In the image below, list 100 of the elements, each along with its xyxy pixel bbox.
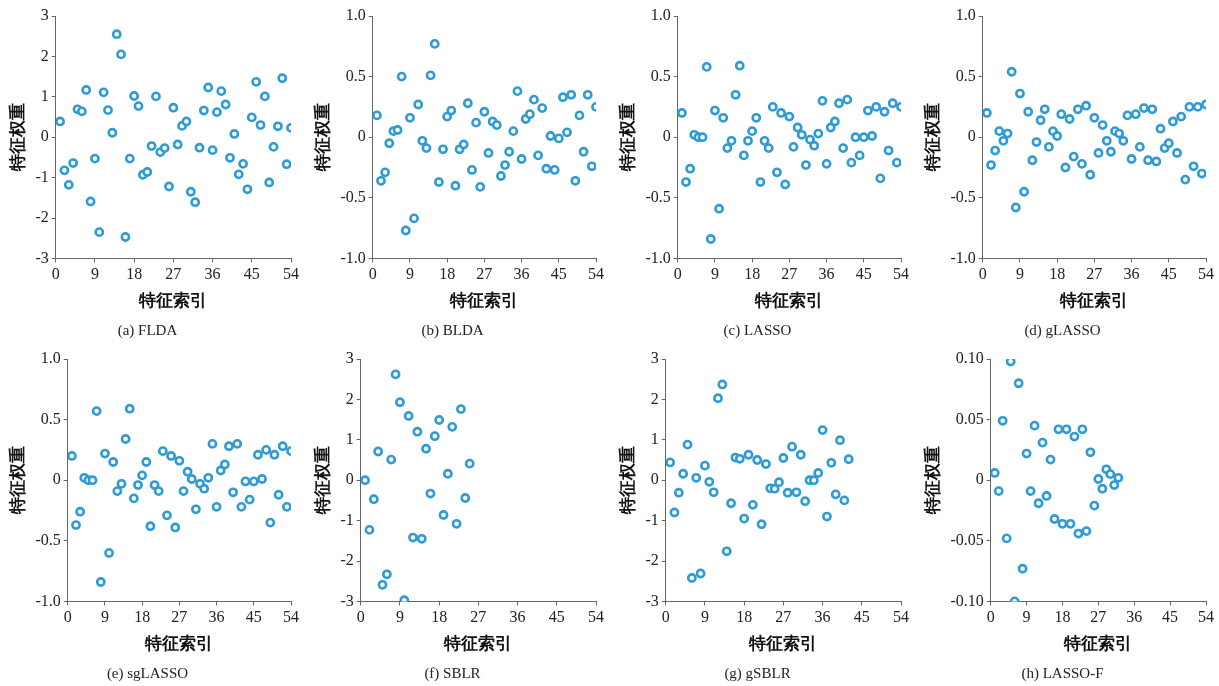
point: [1006, 66, 1017, 77]
point: [94, 227, 105, 238]
point: [1041, 491, 1052, 501]
point: [574, 110, 585, 121]
point: [145, 521, 156, 532]
point: [524, 109, 535, 120]
point: [533, 150, 544, 161]
x-tick-label: 27: [171, 608, 188, 626]
point: [416, 533, 427, 544]
point: [867, 131, 877, 141]
x-tick-label: 9: [1015, 265, 1024, 283]
point: [229, 129, 240, 139]
point: [203, 82, 214, 93]
point: [264, 177, 275, 188]
point: [166, 451, 176, 461]
y-tick-label: 1.0: [955, 6, 976, 24]
point: [413, 99, 424, 110]
point: [396, 71, 407, 82]
point: [376, 175, 386, 186]
x-tick-label: 18: [431, 608, 448, 626]
point: [251, 76, 262, 87]
y-axis-title: 特征权重: [312, 103, 332, 173]
point: [168, 102, 179, 113]
point: [704, 476, 715, 487]
point: [225, 152, 235, 163]
y-tick-label: -0.5: [950, 188, 976, 205]
y-axis-title: 特征权重: [922, 103, 942, 173]
point: [826, 457, 837, 468]
point: [697, 132, 708, 143]
x-tick-label: 18: [439, 265, 456, 283]
y-tick-label: -3: [35, 248, 49, 266]
point: [562, 127, 572, 138]
point: [549, 165, 560, 175]
x-tick-label: 54: [893, 265, 909, 283]
point: [182, 466, 193, 477]
point: [665, 457, 675, 468]
point: [236, 501, 247, 512]
point: [181, 116, 192, 127]
x-tick-label: 36: [814, 608, 831, 626]
x-tick-label: 54: [588, 608, 604, 626]
point: [408, 532, 418, 543]
point: [55, 116, 65, 127]
point: [462, 98, 473, 109]
point: [178, 486, 189, 497]
point: [228, 487, 239, 498]
x-tick-label: 27: [470, 608, 487, 626]
point: [429, 431, 440, 442]
point: [710, 105, 720, 116]
point: [990, 145, 1001, 156]
point: [1180, 174, 1191, 185]
y-axis-title: 特征权重: [922, 446, 942, 516]
x-tick-label: 36: [1126, 608, 1143, 626]
y-tick-label: 3: [345, 349, 354, 367]
point: [421, 143, 432, 154]
x-axis-title: 特征索引: [1059, 291, 1129, 311]
point: [456, 404, 466, 414]
point: [1172, 148, 1182, 158]
y-tick-label: 0: [975, 470, 984, 488]
point: [412, 426, 423, 437]
point: [95, 577, 106, 587]
point: [829, 116, 840, 127]
point: [743, 449, 754, 460]
point: [87, 475, 98, 486]
x-tick-label: 45: [548, 608, 565, 626]
x-axis-title: 特征索引: [748, 634, 818, 654]
point: [85, 196, 96, 207]
point: [863, 105, 873, 116]
point: [1106, 146, 1116, 157]
point: [133, 480, 143, 490]
y-tick-label: 2: [345, 389, 354, 407]
point: [722, 143, 733, 154]
point: [142, 167, 153, 177]
point: [1109, 480, 1120, 490]
point: [174, 455, 185, 466]
point: [1114, 128, 1125, 139]
x-axis-title: 特征索引: [754, 291, 824, 311]
point: [721, 546, 732, 557]
point: [191, 504, 201, 515]
point: [1045, 454, 1056, 465]
point: [253, 449, 263, 460]
x-tick-label: 9: [100, 608, 109, 626]
point: [842, 94, 853, 105]
point: [994, 126, 1005, 137]
point: [1025, 486, 1036, 497]
point: [817, 95, 828, 106]
point: [116, 49, 126, 60]
point: [447, 421, 458, 432]
point: [381, 569, 392, 580]
point: [891, 157, 901, 168]
point: [705, 234, 716, 244]
point: [63, 179, 74, 190]
point: [1085, 447, 1096, 458]
text: (d) gLASSO: [1024, 321, 1101, 339]
point: [120, 232, 131, 242]
y-tick-label: 0.05: [955, 409, 984, 427]
point: [700, 460, 710, 471]
point: [545, 131, 556, 141]
x-tick-label: 45: [243, 265, 260, 283]
point: [198, 105, 209, 116]
point: [199, 483, 210, 494]
